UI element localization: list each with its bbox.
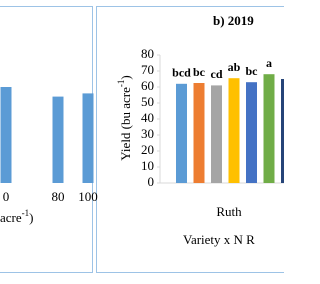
y-tick-label: 20: [141, 142, 154, 157]
y-axis-title-sup: -1: [116, 80, 126, 88]
chart-title: b) 2019: [213, 13, 254, 28]
y-axis-title: Yield (bu acre-1): [116, 75, 133, 160]
y-tick-label: 60: [141, 78, 154, 93]
significance-label: bcd: [172, 66, 191, 80]
x-axis-title-part: acre: [0, 210, 22, 225]
significance-label: ab: [228, 60, 241, 74]
bar: [82, 93, 94, 183]
y-tick-label: 70: [141, 62, 154, 77]
significance-label: bc: [246, 64, 259, 78]
y-tick-label: 80: [141, 46, 154, 61]
bar: [0, 87, 12, 183]
y-tick-label: 0: [148, 174, 155, 189]
y-tick-label: 30: [141, 126, 154, 141]
x-axis-title: Variety x N R: [183, 232, 255, 247]
bar: [246, 82, 257, 183]
x-tick-label: 0: [3, 189, 10, 204]
x-tick-label: 100: [78, 189, 98, 204]
bar: [263, 74, 275, 183]
y-axis-title-part: Yield (bu acre: [118, 87, 133, 161]
x-axis-title-sup: -1: [22, 208, 30, 218]
significance-label: cd: [211, 67, 223, 81]
screenshot: acre-1) b) 2019 Yield (bu acre-1) Ruth V…: [0, 6, 284, 273]
x-axis-title: acre-1): [0, 208, 33, 225]
x-tick-label: 80: [52, 189, 65, 204]
y-tick-label: 50: [141, 94, 154, 109]
bar: [52, 96, 64, 183]
bar: [193, 83, 205, 183]
left-panel: [0, 6, 93, 273]
bar: [211, 85, 222, 183]
significance-label: a: [266, 56, 272, 70]
right-panel: [96, 6, 284, 273]
y-axis-title-part: ): [118, 75, 133, 79]
y-tick-label: 40: [141, 110, 154, 125]
y-tick-label: 10: [141, 158, 154, 173]
bar: [176, 83, 187, 183]
x-group-label: Ruth: [216, 204, 242, 219]
bar: [281, 79, 284, 183]
bar: [228, 78, 240, 183]
significance-label: bc: [193, 65, 206, 79]
x-axis-title-part: ): [29, 210, 33, 225]
